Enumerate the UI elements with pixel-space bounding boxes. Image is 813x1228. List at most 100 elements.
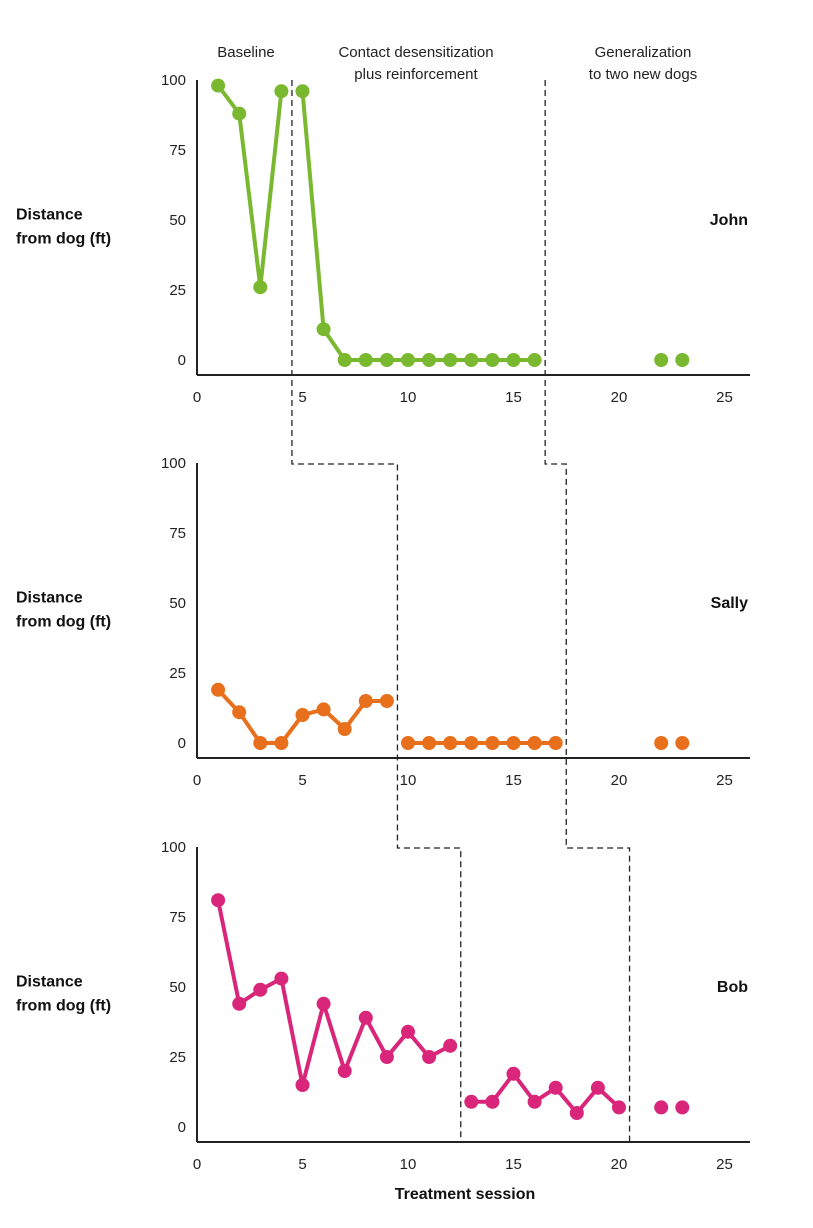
x-tick-label: 25 xyxy=(716,389,733,406)
y-tick-label: 50 xyxy=(169,979,186,996)
data-point xyxy=(295,708,310,722)
x-tick-label: 10 xyxy=(400,772,417,789)
data-point xyxy=(464,736,479,750)
data-point xyxy=(211,682,226,697)
participant-label: Bob xyxy=(717,979,748,996)
data-point xyxy=(654,353,669,367)
x-tick-label: 15 xyxy=(505,389,522,406)
y-axis-title: from dog (ft) xyxy=(16,998,111,1015)
data-point xyxy=(295,1078,310,1092)
data-point xyxy=(358,694,373,708)
data-point xyxy=(337,1064,352,1078)
data-point xyxy=(358,1010,373,1025)
data-point xyxy=(464,1094,479,1109)
data-point xyxy=(274,84,289,99)
y-axis-title: from dog (ft) xyxy=(16,614,111,631)
data-point xyxy=(316,702,331,717)
series-line xyxy=(216,899,452,1087)
y-axis-title: Distance xyxy=(16,590,83,607)
y-tick-label: 0 xyxy=(178,735,186,752)
data-point xyxy=(485,1094,500,1109)
data-point xyxy=(211,893,226,908)
data-point xyxy=(295,84,310,99)
x-tick-label: 5 xyxy=(298,1156,306,1173)
phase-label: to two new dogs xyxy=(589,66,697,83)
data-point xyxy=(654,736,669,750)
y-tick-label: 0 xyxy=(178,1119,186,1136)
x-tick-label: 10 xyxy=(400,1156,417,1173)
y-tick-label: 25 xyxy=(169,282,186,299)
y-tick-label: 25 xyxy=(169,665,186,682)
x-tick-label: 20 xyxy=(611,772,628,789)
phase-label: Baseline xyxy=(217,44,275,61)
phase-label: plus reinforcement xyxy=(354,66,478,83)
data-point xyxy=(379,353,394,367)
data-point xyxy=(527,1094,542,1109)
data-point xyxy=(274,736,289,750)
data-point xyxy=(485,353,500,367)
data-point xyxy=(232,996,247,1011)
data-point xyxy=(422,353,437,367)
data-point xyxy=(401,353,415,367)
data-point xyxy=(316,996,331,1011)
x-tick-label: 0 xyxy=(193,1156,201,1173)
data-point xyxy=(274,971,289,986)
y-tick-label: 50 xyxy=(169,212,186,229)
series-line xyxy=(300,91,535,362)
x-tick-label: 5 xyxy=(298,772,306,789)
data-point xyxy=(675,353,690,367)
y-axis-title: Distance xyxy=(16,207,83,224)
data-point xyxy=(675,736,690,750)
x-tick-label: 20 xyxy=(611,389,628,406)
phase-labels: Baseline Contact desensitization plus rein… xyxy=(217,44,697,83)
data-point xyxy=(422,1050,437,1064)
y-tick-label: 25 xyxy=(169,1049,186,1066)
y-tick-label: 50 xyxy=(169,595,186,612)
x-tick-label: 25 xyxy=(716,772,733,789)
data-point xyxy=(401,1024,415,1039)
y-tick-label: 100 xyxy=(161,455,186,472)
data-point xyxy=(232,106,247,121)
data-point xyxy=(232,705,247,720)
panel-sally: 0 25 50 75 100 0 5 10 15 20 25 Distance from dog (ft… xyxy=(16,455,750,789)
y-tick-label: 75 xyxy=(169,909,186,926)
phase-change-lines xyxy=(291,80,631,1142)
data-point xyxy=(443,353,458,367)
data-point xyxy=(337,353,352,367)
data-point xyxy=(548,736,563,750)
series-line xyxy=(216,84,284,290)
x-axis-title: Treatment session xyxy=(395,1186,536,1203)
data-point xyxy=(590,1080,605,1095)
x-tick-label: 5 xyxy=(298,389,306,406)
data-point xyxy=(527,353,542,367)
data-point xyxy=(253,736,268,750)
data-point xyxy=(654,1100,669,1115)
data-point xyxy=(485,736,500,750)
phase-change-line xyxy=(291,80,462,1142)
data-point xyxy=(675,1100,690,1115)
y-axis-title: Distance xyxy=(16,974,83,991)
data-point xyxy=(443,736,458,750)
data-point xyxy=(253,280,268,295)
x-tick-label: 10 xyxy=(400,389,417,406)
participant-label: John xyxy=(710,212,748,229)
data-point xyxy=(211,78,226,93)
panel-bob: 0 25 50 75 100 0 5 10 15 20 25 Distance from dog (ft… xyxy=(16,839,750,1173)
data-point xyxy=(443,1038,458,1053)
phase-change-line xyxy=(544,80,631,1142)
data-point xyxy=(422,736,437,750)
data-point xyxy=(401,736,415,750)
x-tick-label: 15 xyxy=(505,772,522,789)
data-point xyxy=(569,1106,584,1120)
x-tick-label: 0 xyxy=(193,389,201,406)
data-point xyxy=(527,736,542,750)
data-point xyxy=(379,1050,394,1064)
data-point xyxy=(506,1066,521,1081)
data-point xyxy=(506,736,521,750)
x-tick-label: 25 xyxy=(716,1156,733,1173)
x-tick-label: 15 xyxy=(505,1156,522,1173)
y-tick-label: 0 xyxy=(178,352,186,369)
data-point xyxy=(358,353,373,367)
